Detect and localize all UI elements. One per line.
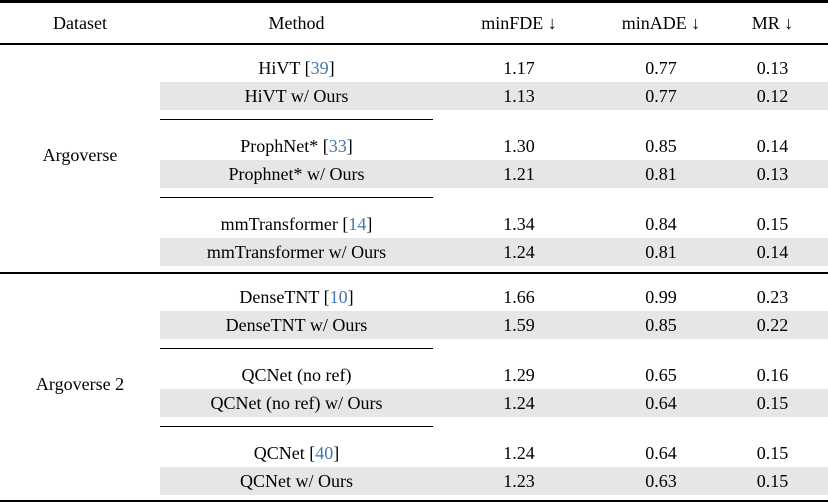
method-label: QCNet [: [253, 442, 316, 463]
minfde-cell: 1.21: [433, 160, 605, 188]
method-cell: ProphNet* [33]: [160, 132, 433, 160]
method-label: Prophnet* w/ Ours: [228, 163, 365, 184]
mr-cell: 0.16: [756, 364, 789, 385]
citation-link[interactable]: 10: [329, 286, 348, 307]
method-cell: QCNet [40]: [160, 439, 433, 467]
mr-cell: 0.14: [756, 135, 789, 156]
minfde-cell: 1.13: [433, 82, 605, 110]
method-label-close: ]: [366, 213, 373, 234]
minfde-cell: 1.24: [503, 442, 535, 463]
minade-cell: 0.84: [645, 213, 677, 234]
method-cell: mmTransformer w/ Ours: [160, 238, 433, 266]
table-row-highlighted: DenseTNT w/ Ours 1.59 0.85 0.22: [0, 311, 828, 339]
method-label: QCNet w/ Ours: [240, 470, 353, 491]
minade-cell: 0.85: [605, 311, 717, 339]
method-label: DenseTNT [: [239, 286, 330, 307]
method-label: HiVT [: [258, 57, 311, 78]
mr-cell: 0.12: [717, 82, 828, 110]
minade-cell: 0.99: [645, 286, 677, 307]
method-cell: HiVT w/ Ours: [160, 82, 433, 110]
header-row: Dataset Method minFDE ↓ minADE ↓ MR ↓: [0, 1, 828, 45]
col-header-minade: minADE ↓: [605, 1, 717, 45]
method-label: DenseTNT w/ Ours: [225, 314, 368, 335]
minade-cell: 0.63: [605, 467, 717, 495]
minade-cell: 0.77: [645, 57, 677, 78]
minfde-cell: 1.24: [433, 238, 605, 266]
minade-cell: 0.77: [605, 82, 717, 110]
minfde-cell: 1.59: [433, 311, 605, 339]
section-divider-rule: [0, 266, 828, 274]
table-row-highlighted: QCNet w/ Ours 1.23 0.63 0.15: [0, 467, 828, 495]
table-row: QCNet (no ref) 1.29 0.65 0.16: [0, 361, 828, 389]
minade-cell: 0.81: [605, 160, 717, 188]
table-row-highlighted: Prophnet* w/ Ours 1.21 0.81 0.13: [0, 160, 828, 188]
table-row-highlighted: QCNet (no ref) w/ Ours 1.24 0.64 0.15: [0, 389, 828, 417]
mr-cell: 0.15: [717, 389, 828, 417]
table-row-highlighted: mmTransformer w/ Ours 1.24 0.81 0.14: [0, 238, 828, 266]
method-cell: QCNet (no ref): [160, 361, 433, 389]
method-group-rule: [0, 110, 828, 120]
col-header-mr: MR ↓: [717, 1, 828, 45]
dataset-label: Argoverse: [42, 145, 118, 165]
minade-cell: 0.85: [645, 135, 677, 156]
method-label-close: ]: [328, 57, 335, 78]
minfde-cell: 1.34: [503, 213, 535, 234]
mr-cell: 0.22: [717, 311, 828, 339]
table-row: QCNet [40] 1.24 0.64 0.15: [0, 439, 828, 467]
table-row: mmTransformer [14] 1.34 0.84 0.15: [0, 210, 828, 238]
citation-link[interactable]: 40: [315, 442, 334, 463]
method-label-close: ]: [347, 286, 354, 307]
citation-link[interactable]: 14: [348, 213, 367, 234]
method-cell: HiVT [39]: [160, 54, 433, 82]
table-row: ProphNet* [33] 1.30 0.85 0.14: [0, 132, 828, 160]
method-cell: Prophnet* w/ Ours: [160, 160, 433, 188]
minade-cell: 0.65: [645, 364, 677, 385]
method-label: mmTransformer [: [220, 213, 349, 234]
table-row: HiVT [39] 1.17 0.77 0.13: [0, 54, 828, 82]
method-label: ProphNet* [: [240, 135, 329, 156]
minade-cell: 0.64: [605, 389, 717, 417]
minfde-cell: 1.17: [503, 57, 535, 78]
minfde-cell: 1.24: [433, 389, 605, 417]
method-label: mmTransformer w/ Ours: [206, 241, 387, 262]
citation-link[interactable]: 33: [328, 135, 347, 156]
mr-cell: 0.14: [717, 238, 828, 266]
minfde-cell: 1.66: [503, 286, 535, 307]
mr-cell: 0.15: [717, 467, 828, 495]
minade-cell: 0.81: [605, 238, 717, 266]
method-group-rule: [0, 417, 828, 427]
method-cell: DenseTNT w/ Ours: [160, 311, 433, 339]
method-cell: QCNet (no ref) w/ Ours: [160, 389, 433, 417]
mr-cell: 0.15: [756, 213, 789, 234]
method-group-rule: [0, 339, 828, 349]
method-cell: DenseTNT [10]: [160, 283, 433, 311]
mr-cell: 0.15: [756, 442, 789, 463]
table-row: DenseTNT [10] 1.66 0.99 0.23: [0, 283, 828, 311]
citation-link[interactable]: 39: [310, 57, 329, 78]
minade-cell: 0.64: [645, 442, 677, 463]
minfde-cell: 1.29: [503, 364, 535, 385]
minfde-cell: 1.23: [433, 467, 605, 495]
dataset-label: Argoverse 2: [35, 374, 125, 394]
table-row-highlighted: HiVT w/ Ours 1.13 0.77 0.12: [0, 82, 828, 110]
method-label: QCNet (no ref): [241, 364, 352, 385]
col-header-method: Method: [160, 1, 433, 45]
method-cell: mmTransformer [14]: [160, 210, 433, 238]
method-group-rule: [0, 188, 828, 198]
method-label-close: ]: [346, 135, 353, 156]
mr-cell: 0.13: [756, 57, 789, 78]
method-label-close: ]: [333, 442, 340, 463]
minfde-cell: 1.30: [503, 135, 535, 156]
col-header-minfde: minFDE ↓: [433, 1, 605, 45]
section-argoverse: Argoverse HiVT [39] 1.17 0.77 0.13 HiVT …: [0, 44, 828, 274]
mr-cell: 0.23: [756, 286, 789, 307]
section-argoverse-2: Argoverse 2 DenseTNT [10] 1.66 0.99 0.23…: [0, 273, 828, 502]
method-label: QCNet (no ref) w/ Ours: [210, 392, 383, 413]
method-cell: QCNet w/ Ours: [160, 467, 433, 495]
col-header-dataset: Dataset: [0, 1, 160, 45]
mr-cell: 0.13: [717, 160, 828, 188]
method-label: HiVT w/ Ours: [244, 85, 349, 106]
